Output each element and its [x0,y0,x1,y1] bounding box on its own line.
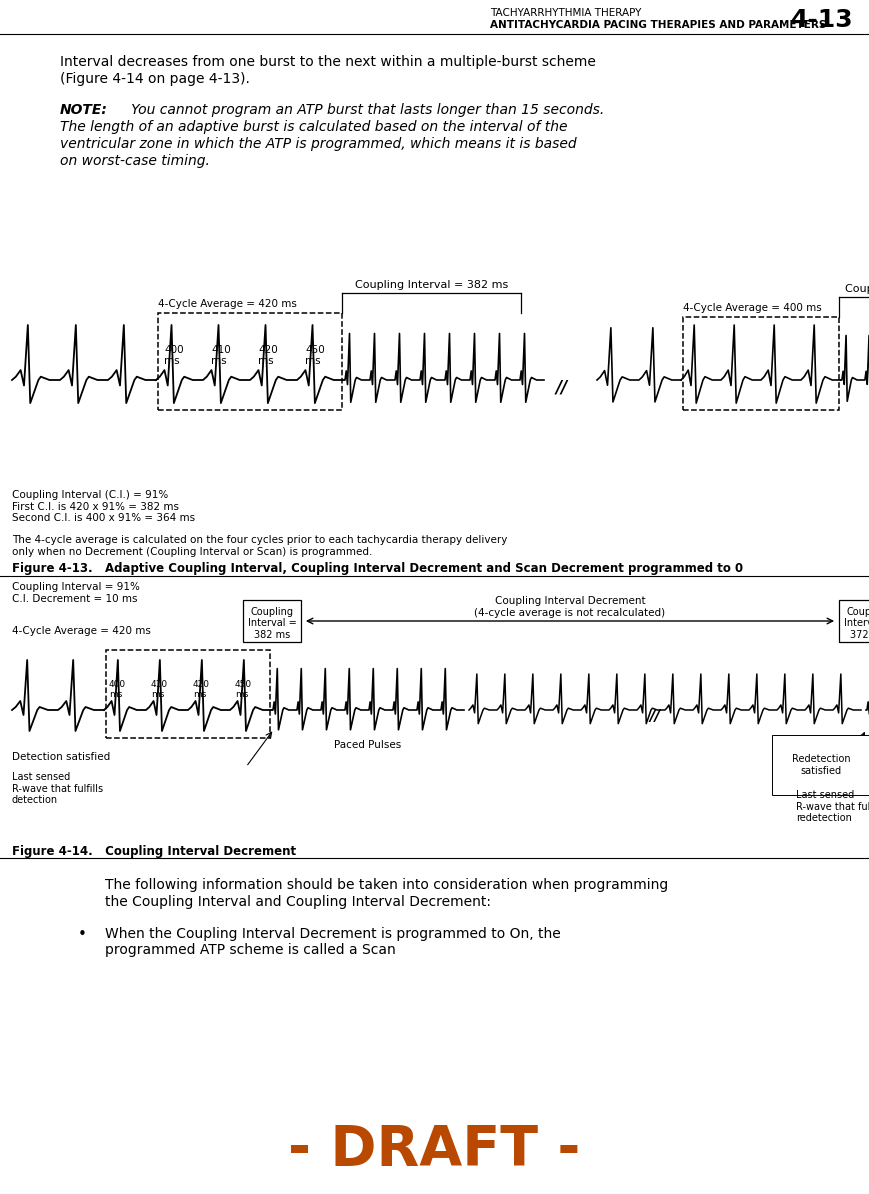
Text: 450
ms: 450 ms [235,679,252,698]
Bar [243,601,301,642]
Text: Coupling Interval = 91%
C.I. Decrement = 10 ms: Coupling Interval = 91% C.I. Decrement =… [12,581,140,604]
Text: Figure 4-13.   Adaptive Coupling Interval, Coupling Interval Decrement and Scan : Figure 4-13. Adaptive Coupling Interval,… [12,562,743,576]
Text: Figure 4-14.   Coupling Interval Decrement: Figure 4-14. Coupling Interval Decrement [12,845,296,858]
Text: //: // [556,378,568,396]
Bar [158,313,342,411]
Text: 410
ms: 410 ms [151,679,169,698]
Text: •: • [78,927,87,942]
Text: 420
ms: 420 ms [193,679,210,698]
Text: on worst-case timing.: on worst-case timing. [60,154,210,168]
Text: - DRAFT -: - DRAFT - [288,1124,580,1177]
Text: Last sensed
R-wave that fulfills
detection: Last sensed R-wave that fulfills detecti… [12,773,103,805]
Text: Redetection
satisfied: Redetection satisfied [792,753,850,776]
Text: 4-Cycle Average = 400 ms: 4-Cycle Average = 400 ms [683,303,822,313]
Text: 4-13: 4-13 [792,8,854,32]
Text: Coupling Interval (C.I.) = 91%
First C.I. is 420 x 91% = 382 ms
Second C.I. is 4: Coupling Interval (C.I.) = 91% First C.I… [12,490,196,523]
Bar [839,601,869,642]
Text: 4-Cycle Average = 420 ms: 4-Cycle Average = 420 ms [12,626,151,636]
Text: Coupling
Interval =
372 ms: Coupling Interval = 372 ms [844,607,869,640]
Text: Detection satisfied: Detection satisfied [12,752,110,762]
Text: 400
ms: 400 ms [164,345,184,367]
Text: 4-Cycle Average = 420 ms: 4-Cycle Average = 420 ms [158,298,297,309]
Text: 450
ms: 450 ms [306,345,325,367]
Text: Coupling Interval Decrement
(4-cycle average is not recalculated): Coupling Interval Decrement (4-cycle ave… [474,596,666,618]
Text: NOTE:: NOTE: [60,103,108,117]
Text: Interval decreases from one burst to the next within a multiple-burst scheme: Interval decreases from one burst to the… [60,55,596,69]
Text: Paced Pulses: Paced Pulses [335,740,401,750]
Text: The following information should be taken into consideration when programming: The following information should be take… [105,878,668,892]
Text: //: // [649,708,660,724]
Text: 400
ms: 400 ms [109,679,126,698]
Bar [683,316,839,411]
Text: TACHYARRHYTHMIA THERAPY: TACHYARRHYTHMIA THERAPY [490,8,641,18]
Text: Coupling
Interval =
382 ms: Coupling Interval = 382 ms [248,607,296,640]
Text: The length of an adaptive burst is calculated based on the interval of the: The length of an adaptive burst is calcu… [60,121,567,134]
Text: Coupling Interval = 364 ms: Coupling Interval = 364 ms [845,284,869,294]
Text: You cannot program an ATP burst that lasts longer than 15 seconds.: You cannot program an ATP burst that las… [118,103,604,117]
Text: ventricular zone in which the ATP is programmed, which means it is based: ventricular zone in which the ATP is pro… [60,137,577,150]
Text: (Figure 4-14 on page 4-13).: (Figure 4-14 on page 4-13). [60,72,250,86]
Text: When the Coupling Interval Decrement is programmed to On, the
programmed ATP sch: When the Coupling Interval Decrement is … [105,927,561,958]
Text: 410
ms: 410 ms [211,345,231,367]
Text: ANTITACHYCARDIA PACING THERAPIES AND PARAMETERS: ANTITACHYCARDIA PACING THERAPIES AND PAR… [490,20,826,30]
Text: Last sensed
R-wave that fulfills
redetection: Last sensed R-wave that fulfills redetec… [796,790,869,823]
Text: the Coupling Interval and Coupling Interval Decrement:: the Coupling Interval and Coupling Inter… [105,896,491,909]
Text: The 4-cycle average is calculated on the four cycles prior to each tachycardia t: The 4-cycle average is calculated on the… [12,535,507,556]
Text: 420
ms: 420 ms [258,345,278,367]
Text: Coupling Interval = 382 ms: Coupling Interval = 382 ms [355,279,508,290]
Bar [106,650,270,738]
